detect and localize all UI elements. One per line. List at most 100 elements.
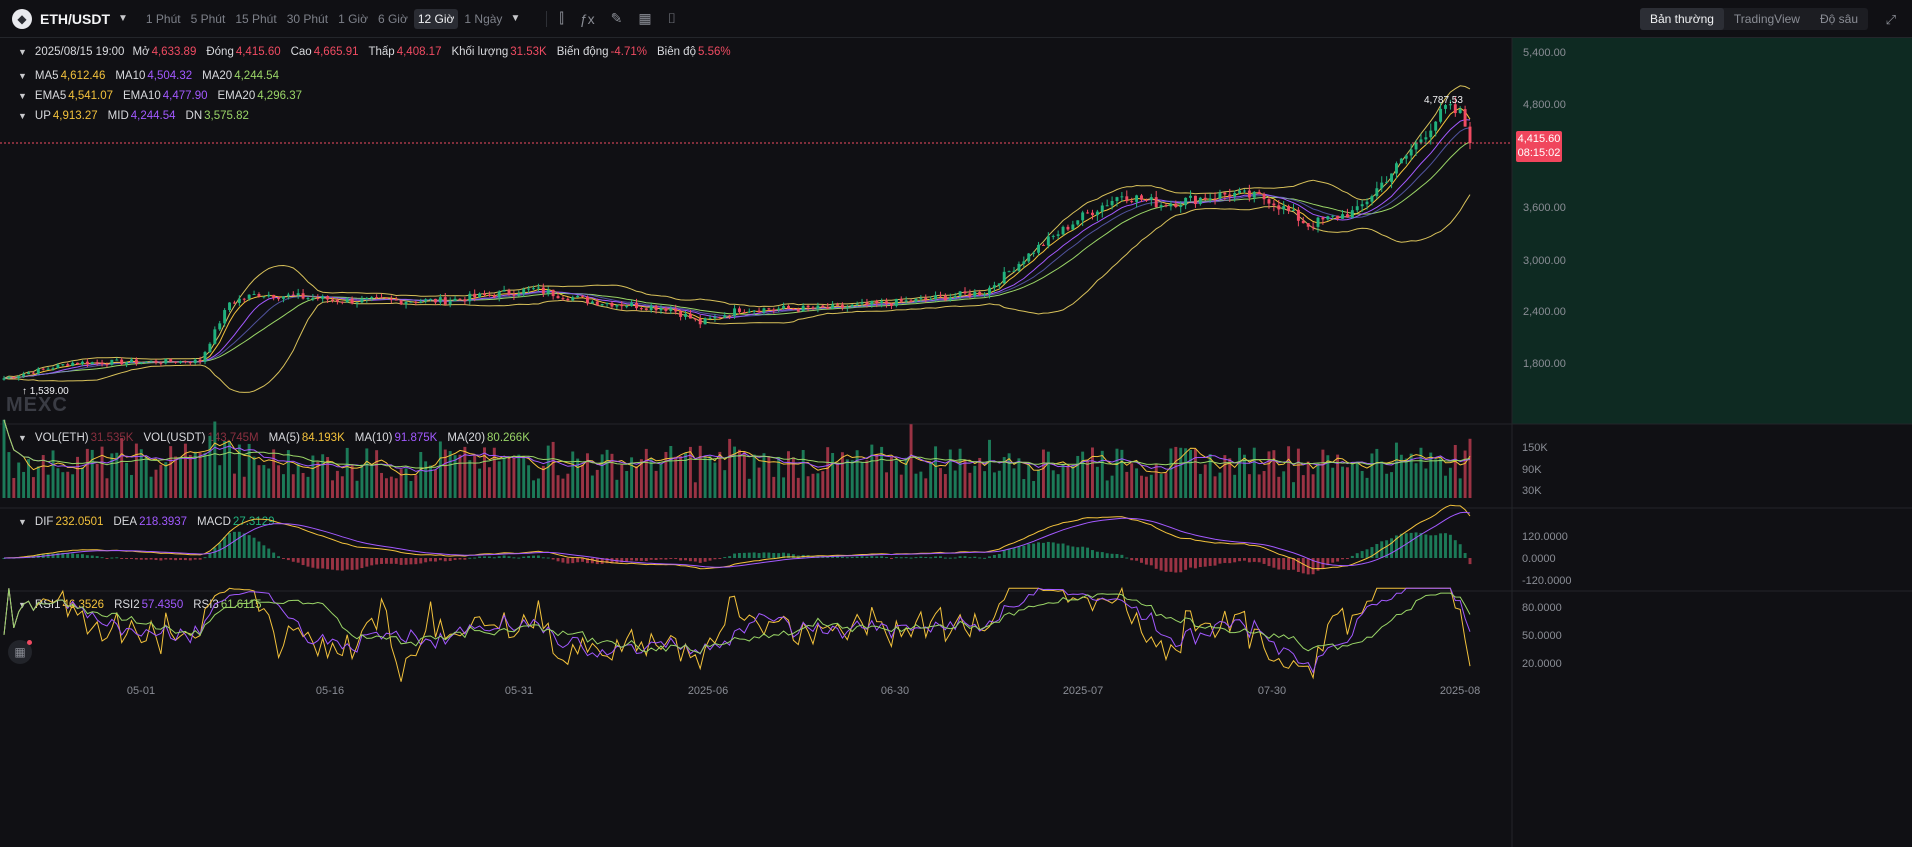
volume-bar [909, 424, 913, 498]
ma-chevron-icon[interactable]: ▼ [18, 71, 27, 81]
candle-body [223, 310, 227, 324]
layout-grid-icon[interactable]: ▦ [638, 10, 652, 26]
volume-bar [487, 467, 491, 498]
candle-body [590, 301, 594, 304]
macd-chevron-icon[interactable]: ▼ [18, 517, 27, 527]
candle-body [242, 298, 246, 300]
volume-bar [546, 445, 550, 498]
volume-bar [345, 447, 349, 498]
fullscreen-icon[interactable]: ⤢ [1885, 12, 1896, 27]
macd-histogram-bar [649, 558, 653, 560]
candle-body [1041, 244, 1045, 246]
ema-line [3, 127, 1471, 379]
candle-body [1272, 203, 1276, 206]
tf-1h[interactable]: 1 Giờ [338, 11, 368, 26]
collapse-chevron-icon[interactable]: ▼ [18, 47, 27, 57]
volume-bar [286, 450, 290, 498]
volume-bar [134, 443, 138, 498]
view-tradingview[interactable]: TradingView [1733, 12, 1800, 26]
volume-bar [85, 448, 89, 498]
tf-12h[interactable]: 12 Giờ [413, 8, 459, 29]
macd-histogram-bar [1375, 544, 1379, 558]
tf-15m[interactable]: 15 Phút [235, 11, 277, 26]
view-depth[interactable]: Độ sâu [1819, 12, 1858, 26]
volume-bar [1125, 471, 1129, 498]
macd-histogram-bar [1149, 558, 1153, 566]
chart-canvas[interactable]: 5,400.00 4,800.00 3,600.00 3,000.00 2,400.00… [0, 38, 1912, 847]
pair-name[interactable]: ETH/USDT [40, 10, 110, 27]
candle-body [1375, 188, 1379, 197]
draw-pencil-icon[interactable]: ✎ [610, 10, 623, 26]
volume-bar [1169, 448, 1173, 498]
candle-body [1218, 192, 1222, 199]
date-tick: 07-30 [1258, 685, 1286, 697]
date-tick: 2025-06 [688, 685, 728, 697]
view-normal[interactable]: Bản thường [1639, 8, 1724, 30]
macd-histogram-bar [752, 552, 756, 558]
volume-bar [61, 472, 65, 498]
change-value: -4.71% [610, 46, 647, 58]
macd-histogram-bar [1439, 533, 1443, 558]
candle-body [1394, 163, 1398, 174]
tf-5m[interactable]: 5 Phút [190, 11, 226, 26]
ma20-line [3, 141, 1471, 379]
macd-histogram-bar [551, 558, 555, 560]
ma10-label: MA10 [115, 70, 146, 82]
macd-histogram-bar [899, 557, 903, 559]
camera-icon[interactable]: ⌷ [667, 10, 676, 26]
macd-histogram-bar [384, 558, 388, 564]
price-tick: 3,600.00 [1523, 202, 1566, 214]
pair-chevron-down-icon[interactable]: ▼ [118, 13, 128, 24]
macd-histogram-bar [1208, 558, 1212, 566]
tf-1m[interactable]: 1 Phút [145, 11, 181, 26]
volume-bar [507, 456, 511, 498]
volume-bar [532, 480, 535, 498]
candle-body [1468, 126, 1472, 144]
macd-histogram-bar [635, 558, 638, 561]
volume-tick: 30K [1522, 485, 1542, 497]
macd-histogram-bar [1105, 553, 1109, 558]
volume-bar [389, 476, 393, 498]
candle-body [85, 361, 89, 365]
volume-bar [159, 464, 163, 498]
candle-body [1262, 194, 1266, 200]
vol-chevron-icon[interactable]: ▼ [18, 433, 27, 443]
candle-body [737, 308, 741, 313]
macd-tick: -120.0000 [1522, 575, 1572, 587]
macd-histogram-bar [1252, 558, 1256, 562]
macd-histogram-bar [757, 553, 761, 558]
tf-1d[interactable]: 1 Ngày [464, 11, 503, 26]
candle-type-icon[interactable]: ⫿ [559, 10, 564, 26]
macd-histogram-bar [1350, 555, 1354, 558]
macd-histogram-bar [448, 558, 452, 561]
rsi-tick: 20.0000 [1522, 658, 1562, 670]
ema-chevron-icon[interactable]: ▼ [18, 91, 27, 101]
volume-bar [404, 468, 408, 498]
macd-histogram-bar [718, 558, 722, 559]
tf-chevron-down-icon[interactable]: ▼ [510, 13, 521, 24]
macd-histogram-bar [659, 558, 663, 560]
volume-bar [536, 478, 540, 498]
indicator-icon[interactable]: ƒx [579, 10, 595, 27]
rsi1-line [3, 586, 1471, 682]
volume-bar [1301, 475, 1305, 498]
macd-histogram-bar [183, 558, 187, 561]
candle-body [95, 362, 99, 364]
volume-bar [468, 460, 472, 498]
candle-body [340, 301, 344, 303]
vol-eth-label: VOL(ETH) [34, 432, 89, 444]
tf-30m[interactable]: 30 Phút [286, 11, 329, 26]
candle-body [1321, 217, 1325, 220]
macd-histogram-bar [208, 553, 212, 558]
macd-histogram-bar [76, 554, 80, 558]
candle-body [404, 301, 408, 305]
candle-body [948, 297, 952, 301]
volume-bar [1144, 476, 1148, 498]
candle-body [272, 294, 276, 299]
date-tick: 05-01 [127, 685, 155, 697]
boll-chevron-icon[interactable]: ▼ [18, 111, 27, 121]
boll-mid-value: 4,244.54 [130, 110, 176, 122]
tf-6h[interactable]: 6 Giờ [377, 11, 408, 26]
volume-bar [934, 446, 938, 498]
macd-histogram-bar [1193, 558, 1197, 569]
